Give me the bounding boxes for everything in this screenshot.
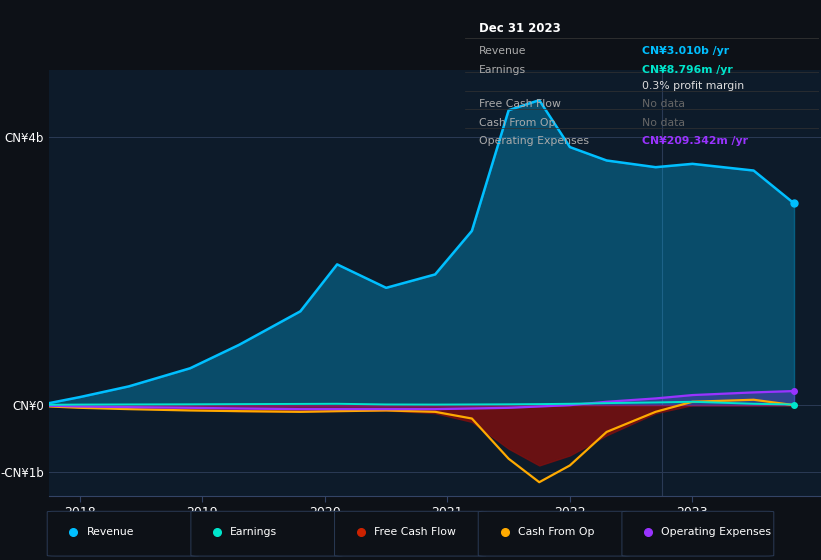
Text: CN¥8.796m /yr: CN¥8.796m /yr [642,65,733,75]
FancyBboxPatch shape [335,511,487,556]
FancyBboxPatch shape [478,511,631,556]
Text: Free Cash Flow: Free Cash Flow [479,99,561,109]
Text: Operating Expenses: Operating Expenses [662,527,771,537]
Text: No data: No data [642,118,685,128]
Text: Cash From Op: Cash From Op [518,527,594,537]
Text: Earnings: Earnings [479,65,526,75]
Text: CN¥3.010b /yr: CN¥3.010b /yr [642,46,729,57]
FancyBboxPatch shape [190,511,343,556]
Text: Dec 31 2023: Dec 31 2023 [479,22,561,35]
Text: Cash From Op: Cash From Op [479,118,555,128]
Text: Revenue: Revenue [86,527,134,537]
FancyBboxPatch shape [622,511,774,556]
Text: 0.3% profit margin: 0.3% profit margin [642,81,744,91]
Text: Free Cash Flow: Free Cash Flow [374,527,456,537]
Text: No data: No data [642,99,685,109]
Text: Operating Expenses: Operating Expenses [479,136,589,146]
Text: CN¥209.342m /yr: CN¥209.342m /yr [642,136,748,146]
Text: Revenue: Revenue [479,46,526,57]
FancyBboxPatch shape [47,511,199,556]
Text: Earnings: Earnings [230,527,277,537]
